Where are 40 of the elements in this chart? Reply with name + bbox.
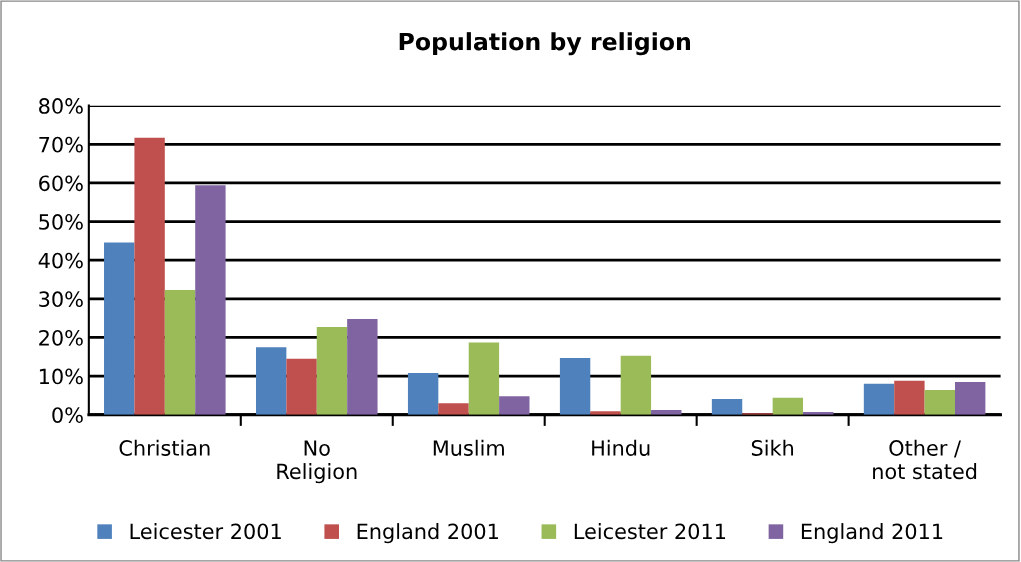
- bar: [924, 390, 955, 415]
- y-tick-label: 30%: [39, 291, 83, 308]
- bar: [954, 381, 986, 415]
- x-tick-label: Muslim: [433, 439, 504, 456]
- chart-title: Population by religion: [399, 32, 690, 56]
- y-tick-label: 50%: [39, 214, 83, 230]
- bar: [772, 397, 804, 415]
- y-tick-label: 0%: [52, 407, 83, 423]
- x-tick-label: No Religion: [277, 440, 357, 484]
- bar: [195, 185, 226, 415]
- legend-label: England 2001: [357, 523, 498, 544]
- bar: [499, 396, 530, 415]
- x-tick-label: Christian: [119, 439, 210, 456]
- legend-label: England 2011: [801, 523, 943, 544]
- x-tick-label: Other / not stated: [873, 439, 977, 480]
- bar: [711, 398, 743, 415]
- bar: [438, 403, 469, 415]
- bar: [620, 355, 652, 415]
- y-tick-label: 20%: [39, 329, 83, 346]
- bar: [347, 318, 378, 415]
- x-tick-label: Hindu: [592, 439, 650, 456]
- bar: [104, 242, 135, 415]
- bar: [316, 327, 348, 415]
- bar: [894, 380, 925, 415]
- y-tick-label: 70%: [39, 136, 83, 153]
- bar: [407, 373, 439, 415]
- bar: [255, 347, 287, 415]
- y-tick-label: 10%: [39, 368, 83, 385]
- x-tick-label: Sikh: [751, 439, 794, 456]
- y-tick-label: 40%: [38, 252, 83, 269]
- bar: [164, 289, 196, 415]
- legend-label: Leicester 2011: [574, 523, 726, 540]
- bar: [559, 357, 591, 415]
- bar: [863, 383, 895, 415]
- y-tick-label: 60%: [39, 175, 83, 192]
- bar: [468, 342, 500, 415]
- y-tick-label: 80%: [39, 98, 83, 114]
- legend-label: Leicester 2001: [130, 523, 281, 540]
- bar: [134, 137, 165, 415]
- bar: [286, 358, 317, 415]
